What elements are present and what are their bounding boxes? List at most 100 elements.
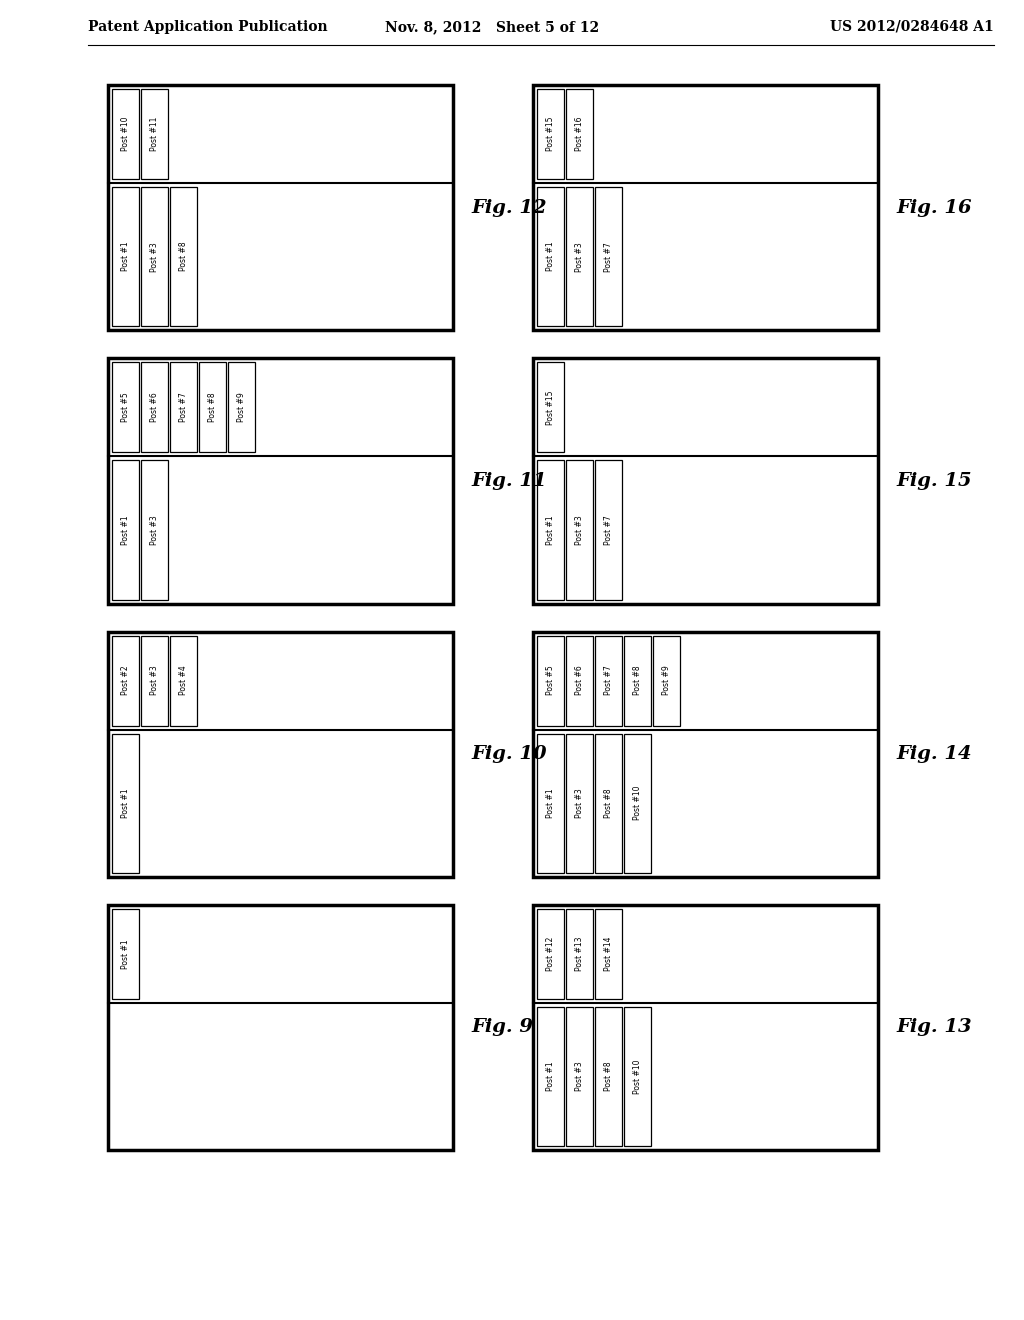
Text: Post #10: Post #10 — [633, 785, 642, 821]
Text: Post #3: Post #3 — [575, 515, 584, 545]
Bar — [228, 362, 255, 453]
Text: Post #3: Post #3 — [575, 242, 584, 272]
Text: Post #15: Post #15 — [546, 389, 555, 425]
Text: Post #1: Post #1 — [546, 515, 555, 545]
Bar — [108, 358, 453, 603]
Bar — [566, 1007, 593, 1146]
Text: Post #11: Post #11 — [150, 117, 159, 152]
Text: Post #4: Post #4 — [179, 665, 188, 696]
Text: Post #7: Post #7 — [604, 515, 613, 545]
Bar — [624, 734, 651, 873]
Text: Post #1: Post #1 — [121, 788, 130, 818]
Text: Post #5: Post #5 — [121, 392, 130, 422]
Bar — [170, 635, 197, 726]
Text: Post #8: Post #8 — [208, 392, 217, 422]
Text: Post #15: Post #15 — [546, 116, 555, 152]
Bar — [199, 362, 226, 453]
Text: Post #7: Post #7 — [604, 665, 613, 696]
Text: Nov. 8, 2012   Sheet 5 of 12: Nov. 8, 2012 Sheet 5 of 12 — [385, 20, 599, 34]
Text: Post #5: Post #5 — [546, 665, 555, 696]
Bar — [537, 88, 564, 180]
Text: Post #8: Post #8 — [633, 665, 642, 696]
Text: Patent Application Publication: Patent Application Publication — [88, 20, 328, 34]
Text: Post #1: Post #1 — [121, 515, 130, 545]
Text: Post #12: Post #12 — [546, 937, 555, 972]
Text: Post #3: Post #3 — [150, 665, 159, 696]
Bar — [624, 1007, 651, 1146]
Bar — [566, 461, 593, 599]
Bar — [170, 362, 197, 453]
Text: Post #2: Post #2 — [121, 665, 130, 696]
Bar — [595, 734, 622, 873]
Bar — [112, 461, 139, 599]
Text: Post #1: Post #1 — [546, 242, 555, 272]
Text: Post #10: Post #10 — [633, 1059, 642, 1094]
Text: Post #6: Post #6 — [150, 392, 159, 422]
Bar — [595, 1007, 622, 1146]
Bar — [112, 908, 139, 999]
Text: Fig. 10: Fig. 10 — [471, 744, 547, 763]
Bar — [170, 187, 197, 326]
Text: Post #8: Post #8 — [179, 242, 188, 272]
Bar — [537, 461, 564, 599]
Bar — [141, 635, 168, 726]
Text: Post #13: Post #13 — [575, 937, 584, 972]
Bar — [141, 187, 168, 326]
Text: Post #3: Post #3 — [575, 1061, 584, 1092]
Text: Post #7: Post #7 — [179, 392, 188, 422]
Bar — [566, 635, 593, 726]
Bar — [595, 461, 622, 599]
Text: Fig. 15: Fig. 15 — [896, 471, 972, 490]
Bar — [595, 187, 622, 326]
Bar — [141, 362, 168, 453]
Text: Post #3: Post #3 — [150, 242, 159, 272]
Bar — [112, 362, 139, 453]
Text: Post #1: Post #1 — [121, 939, 130, 969]
Bar — [653, 635, 680, 726]
Bar — [112, 635, 139, 726]
Text: US 2012/0284648 A1: US 2012/0284648 A1 — [830, 20, 993, 34]
Text: Post #1: Post #1 — [546, 1061, 555, 1092]
Text: Fig. 12: Fig. 12 — [471, 198, 547, 216]
Bar — [537, 362, 564, 453]
Text: Fig. 11: Fig. 11 — [471, 471, 547, 490]
Bar — [108, 904, 453, 1150]
Bar — [534, 358, 878, 603]
Bar — [537, 908, 564, 999]
Bar — [112, 187, 139, 326]
Text: Fig. 9: Fig. 9 — [471, 1018, 534, 1036]
Bar — [534, 84, 878, 330]
Bar — [141, 461, 168, 599]
Text: Fig. 13: Fig. 13 — [896, 1018, 972, 1036]
Text: Post #3: Post #3 — [150, 515, 159, 545]
Text: Post #16: Post #16 — [575, 116, 584, 152]
Bar — [112, 734, 139, 873]
Text: Post #6: Post #6 — [575, 665, 584, 696]
Text: Post #9: Post #9 — [662, 665, 671, 696]
Bar — [595, 635, 622, 726]
Bar — [566, 734, 593, 873]
Bar — [537, 635, 564, 726]
Bar — [112, 88, 139, 180]
Bar — [595, 908, 622, 999]
Bar — [534, 904, 878, 1150]
Text: Post #8: Post #8 — [604, 1061, 613, 1092]
Text: Fig. 16: Fig. 16 — [896, 198, 972, 216]
Bar — [108, 84, 453, 330]
Bar — [566, 908, 593, 999]
Bar — [537, 734, 564, 873]
Text: Post #1: Post #1 — [121, 242, 130, 272]
Text: Post #1: Post #1 — [546, 788, 555, 818]
Bar — [537, 187, 564, 326]
Bar — [534, 631, 878, 876]
Bar — [624, 635, 651, 726]
Bar — [108, 631, 453, 876]
Text: Post #7: Post #7 — [604, 242, 613, 272]
Text: Post #9: Post #9 — [237, 392, 246, 422]
Bar — [537, 1007, 564, 1146]
Text: Fig. 14: Fig. 14 — [896, 744, 972, 763]
Text: Post #10: Post #10 — [121, 116, 130, 152]
Text: Post #3: Post #3 — [575, 788, 584, 818]
Text: Post #14: Post #14 — [604, 937, 613, 972]
Bar — [141, 88, 168, 180]
